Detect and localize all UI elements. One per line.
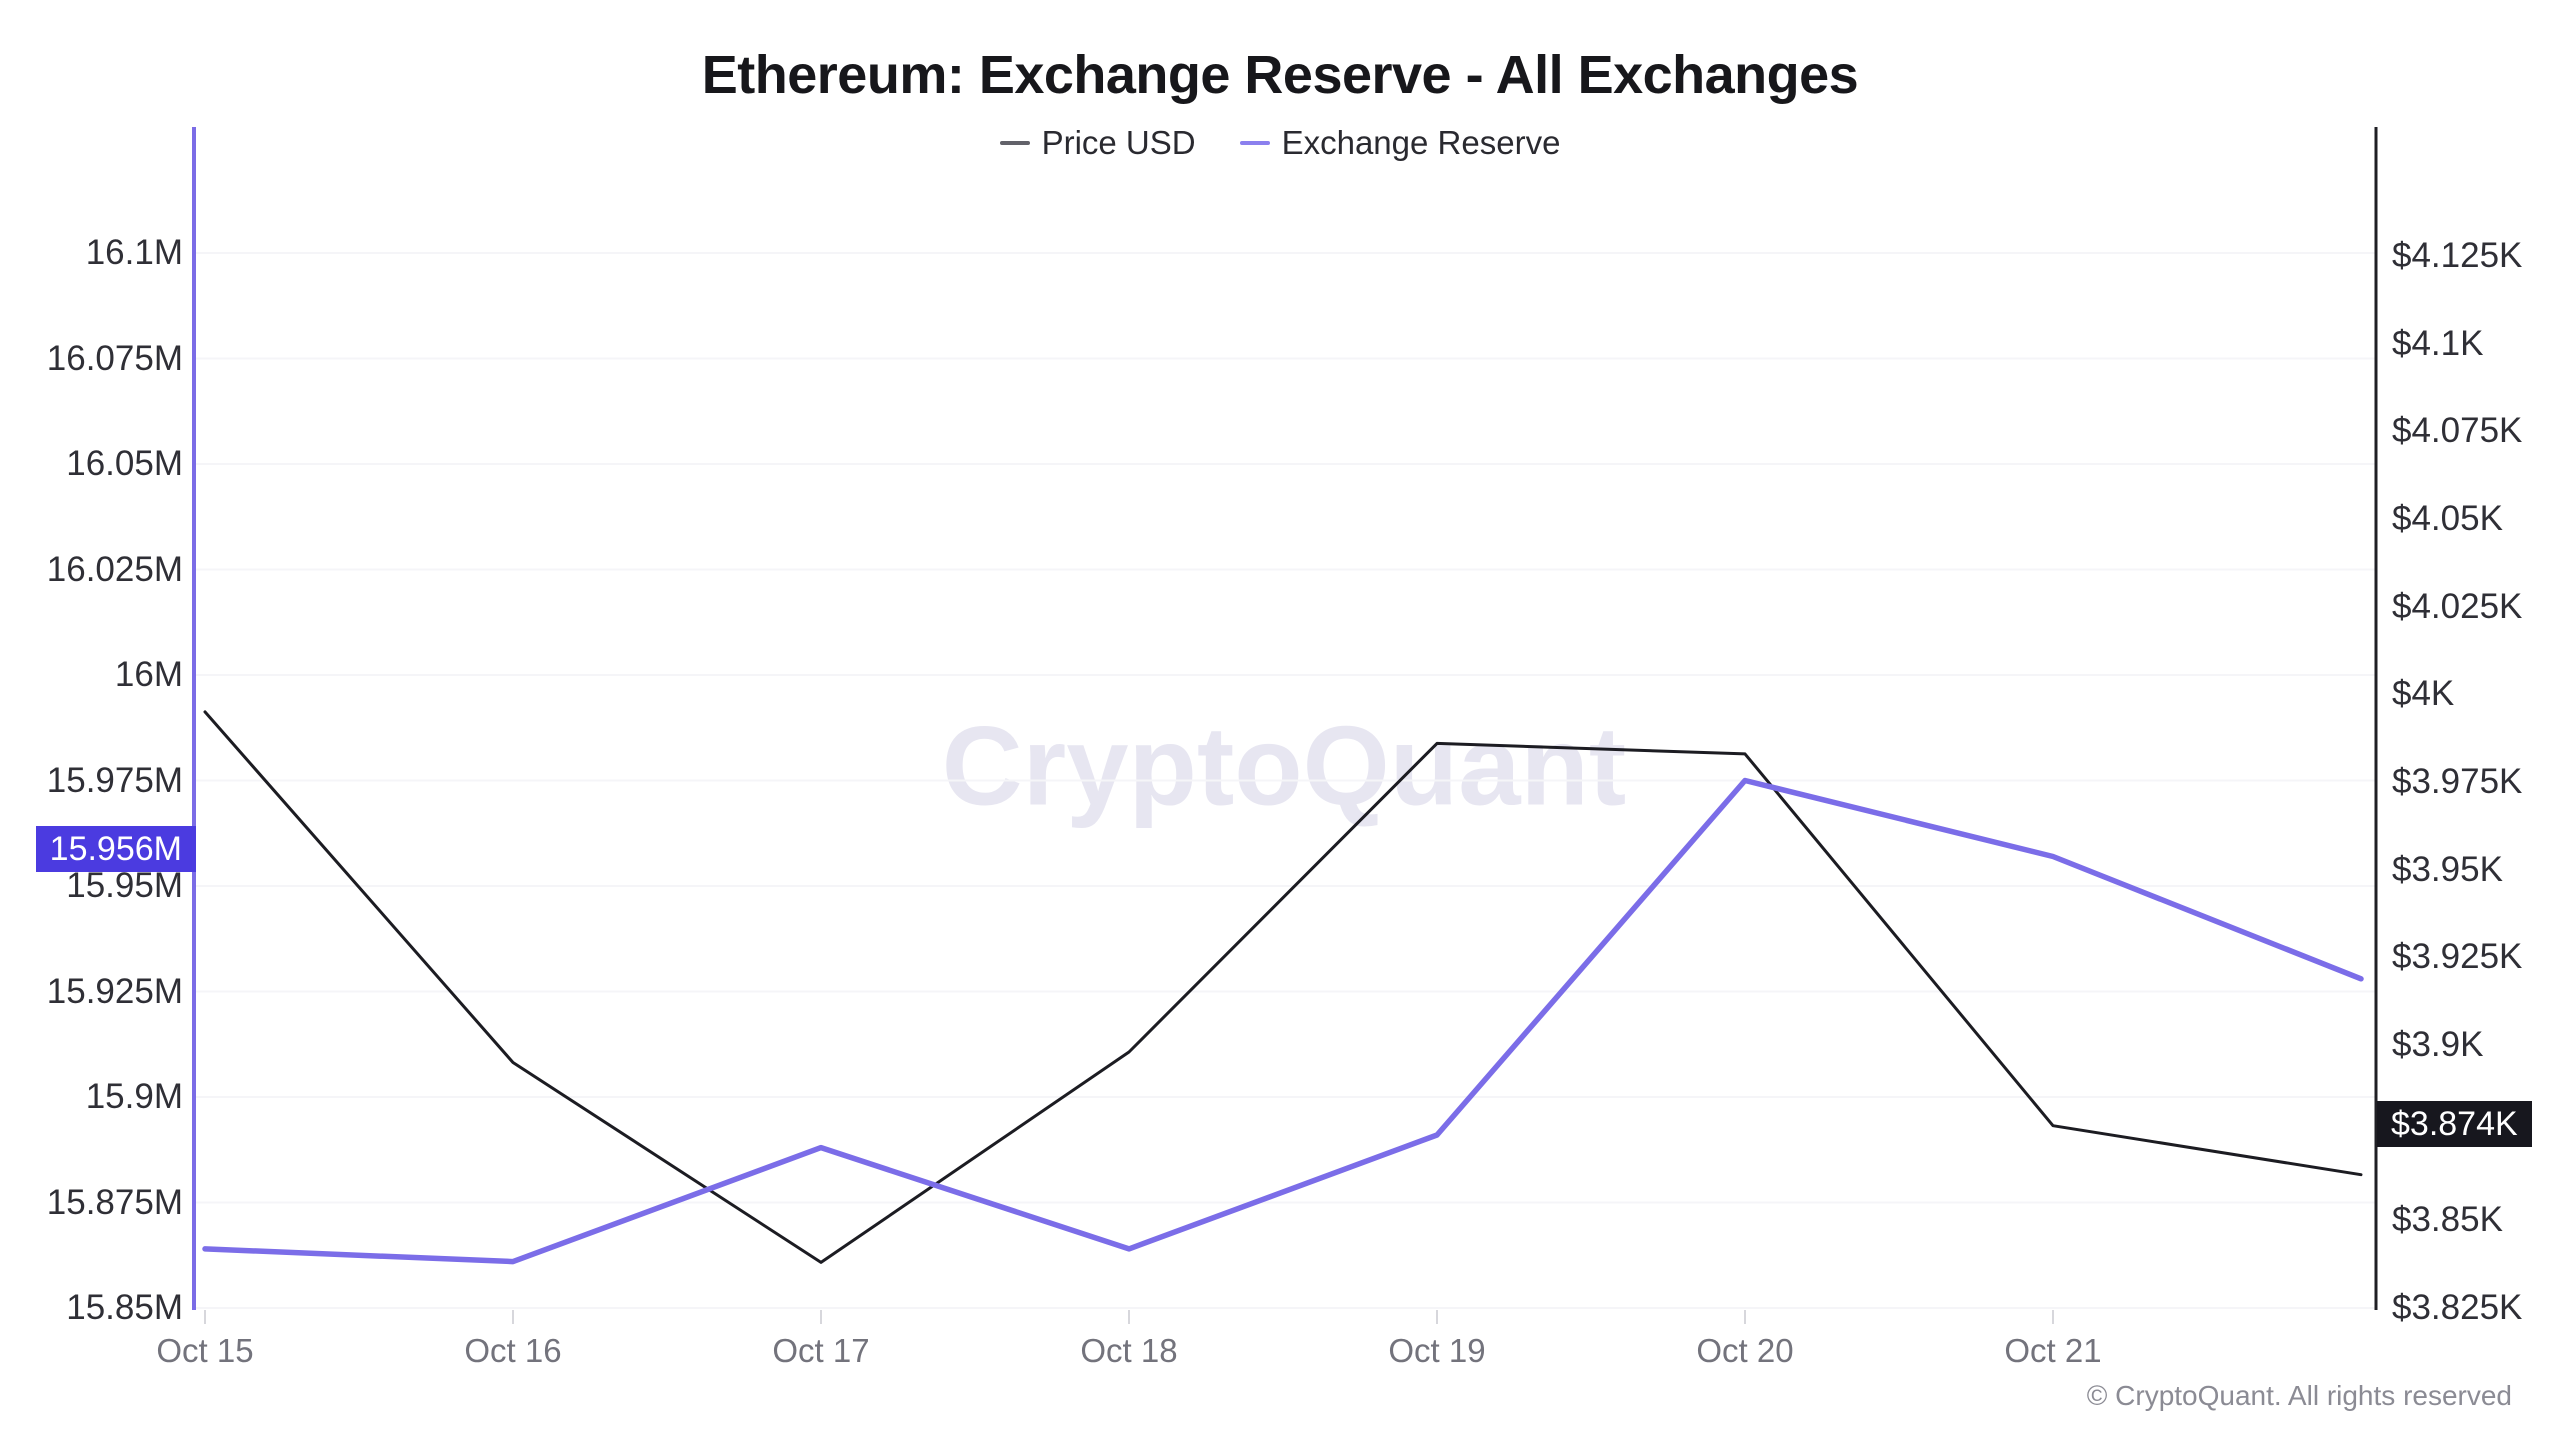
y-axis-left-tick-label: 15.875M [46,1182,183,1222]
y-axis-left-tick-label: 15.95M [66,866,183,905]
x-axis-tick-label: Oct 19 [1388,1332,1486,1369]
y-axis-right-tick-label: $4K [2392,674,2455,714]
chart-title: Ethereum: Exchange Reserve - All Exchang… [701,45,1859,105]
y-axis-left-tick-label: 15.85M [66,1288,183,1327]
series-line-left [202,777,2364,1265]
x-axis-tick-label: Oct 18 [1080,1332,1178,1369]
y-axis-right-tick-label: $4.05K [2392,498,2503,538]
y-axis-left-tick-label: 16.05M [66,444,183,483]
legend-item-exchange-reserve[interactable]: Exchange Reserve [1239,124,1561,162]
y-axis-left-tick-label: 15.9M [85,1077,183,1116]
y-axis-right-tick-label: $4.125K [2392,235,2523,275]
price-usd-legend-dash-icon [999,141,1030,145]
y-axis-left-tick-label: 15.975M [46,760,183,800]
y-axis-left-tick-label: 16.075M [46,338,183,378]
legend-label-exchange-reserve: Exchange Reserve [1281,124,1561,161]
latest-reserve-badge: 15.956M [35,825,196,872]
y-axis-right-tick-label: $3.825K [2392,1288,2523,1327]
x-axis-tick-label: Oct 16 [464,1332,562,1369]
latest-price-badge: $3.874K [2377,1101,2532,1148]
y-axis-right-tick-label: $3.925K [2392,937,2523,977]
y-axis-right-tick-label: $4.075K [2392,411,2523,451]
y-axis-right-tick-label: $3.9K [2392,1024,2484,1064]
chart-legend: Price USD Exchange Reserve [0,124,2560,162]
y-axis-left-tick-label: 16.1M [85,233,183,272]
x-axis-tick-label: Oct 20 [1696,1332,1794,1369]
copyright-text: © CryptoQuant. All rights reserved [2086,1380,2512,1411]
x-axis-tick-label: Oct 17 [772,1332,870,1369]
y-axis-right-tick-label: $4.025K [2392,586,2523,626]
series-line-right [203,710,2363,1264]
y-axis-right-tick-label: $3.975K [2392,761,2523,801]
legend-label-price-usd: Price USD [1041,124,1196,161]
y-axis-left-tick-label: 15.925M [46,971,183,1011]
cryptoquant-watermark: CryptoQuant [941,703,1627,829]
y-axis-right-tick-label: $4.1K [2392,323,2484,363]
x-axis-tick-label: Oct 21 [2004,1332,2102,1369]
x-axis-tick-label: Oct 15 [156,1332,254,1369]
y-axis-right-tick-label: $3.95K [2392,849,2503,889]
y-axis-left-tick-label: 16M [114,655,183,694]
y-axis-right-tick-label: $3.85K [2392,1200,2503,1240]
y-axis-left-tick-label: 16.025M [46,549,183,589]
legend-item-price-usd[interactable]: Price USD [999,124,1196,162]
exchange-reserve-legend-dash-icon [1239,141,1270,145]
